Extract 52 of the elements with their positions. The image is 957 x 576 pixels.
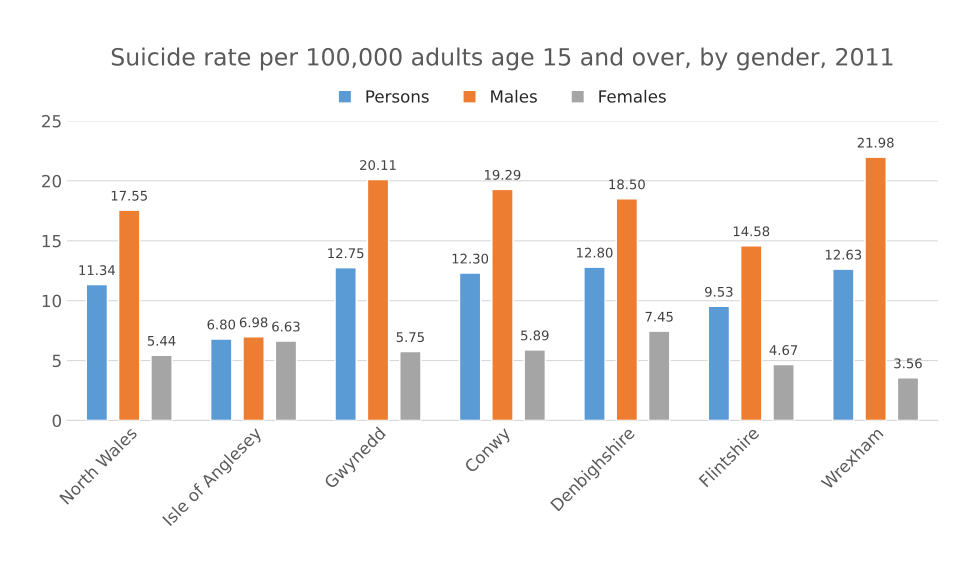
bar	[583, 266, 606, 420]
y-tick-label: 10	[42, 294, 62, 308]
legend-label: Males	[491, 90, 537, 103]
bar	[896, 377, 920, 420]
data-label: 12.80	[577, 248, 612, 258]
bar	[86, 284, 108, 420]
y-tick-label: 15	[42, 234, 61, 248]
data-label: 17.55	[112, 190, 147, 201]
data-label: 18.50	[609, 179, 645, 190]
bar	[740, 245, 763, 420]
data-label: 12.63	[826, 250, 862, 260]
data-label: 12.30	[452, 254, 488, 264]
bar	[150, 354, 173, 420]
bar	[491, 188, 514, 420]
data-label: 6.98	[240, 317, 268, 328]
data-label: 11.34	[79, 265, 115, 276]
data-label: 9.53	[705, 286, 733, 297]
bar	[334, 267, 357, 420]
bar	[210, 338, 233, 420]
bar	[242, 336, 265, 420]
data-label: 12.75	[328, 248, 364, 258]
bar	[366, 178, 390, 420]
data-label: 20.11	[360, 160, 396, 170]
bar	[864, 156, 887, 420]
y-tick-label: 5	[52, 354, 61, 368]
legend-label: Persons	[366, 90, 429, 103]
bar	[772, 364, 795, 420]
y-tick-label: 0	[52, 414, 62, 428]
data-label: 5.44	[148, 336, 176, 346]
legend-label: Females	[599, 90, 666, 103]
y-tick-label: 20	[42, 174, 62, 188]
bar	[648, 330, 670, 420]
bar	[524, 349, 546, 420]
data-label: 7.45	[646, 312, 673, 322]
data-label: 19.29	[484, 170, 520, 180]
chart-title: Suicide rate per 100,000 adults age 15 and over, by gender, 2011	[112, 47, 892, 70]
data-label: 6.63	[272, 322, 300, 332]
bar	[399, 350, 422, 420]
bar	[118, 210, 140, 420]
data-label: 5.89	[521, 330, 549, 340]
data-label: 3.56	[894, 358, 922, 368]
y-tick-label: 25	[42, 114, 61, 128]
bar	[832, 268, 855, 420]
data-label: 6.80	[207, 320, 236, 330]
bar	[616, 198, 638, 420]
data-label: 14.58	[734, 226, 770, 236]
bar	[274, 340, 298, 420]
data-label: 21.98	[858, 138, 894, 148]
data-label: 4.67	[770, 345, 798, 356]
bar	[708, 306, 730, 420]
bar	[458, 272, 482, 420]
data-label: 5.75	[396, 332, 424, 342]
